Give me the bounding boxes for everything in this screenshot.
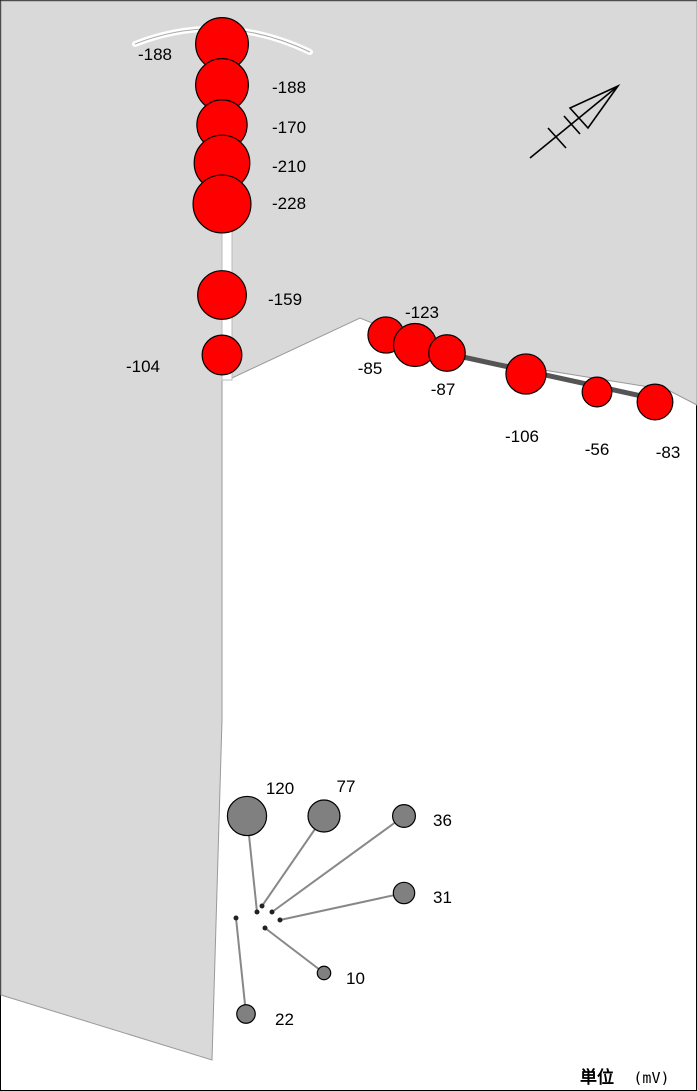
positive-point-label: 77 <box>337 777 356 796</box>
negative-point-label: -210 <box>272 157 306 176</box>
positive-points <box>226 795 417 1024</box>
negative-point-marker <box>197 270 247 320</box>
unit-label: 単位 (mV) <box>580 1063 670 1088</box>
positive-point-label: 36 <box>433 811 452 830</box>
negative-point-label: -228 <box>272 194 306 213</box>
negative-point-label: -104 <box>126 357 160 376</box>
positive-point-label: 31 <box>433 888 452 907</box>
unit-value: (mV) <box>633 1069 670 1087</box>
positive-point-marker <box>392 881 416 905</box>
negative-point-label: -188 <box>138 45 172 64</box>
negative-point-label: -188 <box>272 78 306 97</box>
negative-point-marker <box>505 353 547 395</box>
positive-point-label: 120 <box>266 779 294 798</box>
concrete-area <box>0 0 697 1061</box>
negative-point-label: -85 <box>358 359 383 378</box>
negative-point-marker <box>636 383 674 421</box>
negative-point-label: -106 <box>505 427 539 446</box>
positive-labels: 120 77 36 31 10 22 <box>266 777 452 1029</box>
positive-point-marker <box>392 803 417 828</box>
negative-point-label: -83 <box>656 443 681 462</box>
negative-point-marker <box>581 376 613 408</box>
positive-point-marker <box>236 1004 256 1024</box>
negative-point-marker <box>201 334 243 376</box>
negative-point-label: -170 <box>272 118 306 137</box>
negative-point-label: -123 <box>405 303 439 322</box>
negative-point-label: -159 <box>268 290 302 309</box>
edge-line <box>439 349 661 403</box>
positive-point-marker <box>307 799 341 833</box>
unit-title: 単位 <box>580 1068 614 1088</box>
measurement-nodes <box>233 903 283 931</box>
negative-point-label: -87 <box>431 380 456 399</box>
negative-point-marker <box>192 174 252 234</box>
leader-lines <box>235 815 405 1015</box>
negative-labels: -188 -188 -170 -210 -228 -159 -104 -85 -123 -87 -1… <box>126 45 680 462</box>
negative-point-label: -56 <box>585 440 610 459</box>
positive-point-marker <box>316 965 332 981</box>
north-arrow-icon <box>529 84 621 159</box>
positive-point-marker <box>226 795 268 837</box>
positive-point-label: 10 <box>346 969 365 988</box>
positive-point-label: 22 <box>275 1010 294 1029</box>
negative-points <box>192 17 674 421</box>
negative-point-marker <box>428 334 466 372</box>
